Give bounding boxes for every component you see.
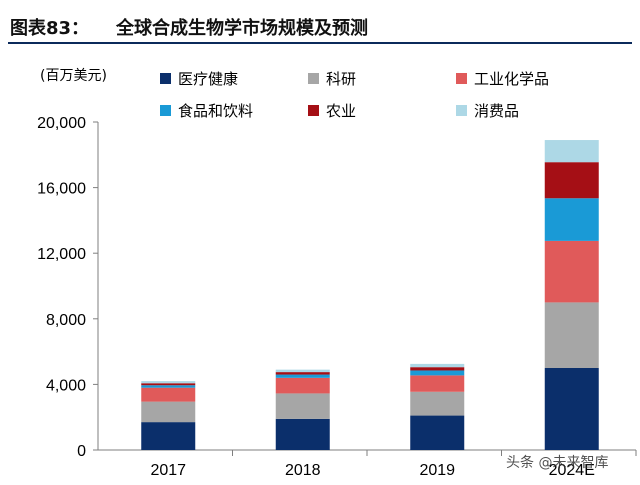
y-tick-label: 16,000: [37, 181, 86, 198]
bar-segment: [141, 385, 196, 388]
bar-segment: [544, 198, 599, 241]
legend-swatch: [160, 105, 171, 116]
legend-swatch: [160, 73, 171, 84]
y-tick-label: 20,000: [37, 115, 86, 132]
y-tick-label: 12,000: [37, 246, 86, 263]
legend-label: 食品和饮料: [178, 102, 253, 120]
bar-segment: [410, 367, 465, 371]
bar-segment: [141, 381, 196, 384]
y-tick-label: 8,000: [46, 312, 86, 329]
x-tick-label: 2019: [419, 462, 455, 479]
y-tick-label: 0: [77, 443, 86, 460]
y-tick-label: 4,000: [46, 377, 86, 394]
figure-header: 图表83： 全球合成生物学市场规模及预测: [8, 4, 632, 44]
legend-label: 科研: [326, 70, 356, 88]
legend-swatch: [308, 73, 319, 84]
legend-swatch: [456, 73, 467, 84]
bar-segment: [544, 302, 599, 368]
bar-segment: [275, 369, 330, 373]
bar-segment: [410, 375, 465, 392]
bar-segment: [275, 393, 330, 419]
bars-group: [141, 140, 599, 450]
bar-segment: [410, 391, 465, 416]
bar-segment: [410, 363, 465, 368]
x-tick-label: 2024E: [549, 462, 595, 479]
bar-segment: [544, 140, 599, 163]
bar-segment: [275, 374, 330, 378]
figure-label: 图表83：: [10, 18, 90, 39]
watermark: 头条 @未来智库: [506, 455, 609, 471]
legend-swatch: [456, 105, 467, 116]
bar-segment: [141, 387, 196, 402]
bar-segment: [141, 401, 196, 423]
legend-label: 农业: [326, 102, 356, 120]
axes-group: 0 4,000 8,000 12,000 16,000 20,000 (百万美元) 2017 2…: [37, 68, 637, 479]
legend-label: 医疗健康: [178, 70, 238, 88]
bar-segment: [141, 422, 196, 450]
bar-segment: [410, 415, 465, 450]
x-tick-label: 2018: [285, 462, 321, 479]
bar-segment: [544, 368, 599, 450]
bar-segment: [275, 372, 330, 375]
bar-segment: [141, 383, 196, 386]
chart-title: 全球合成生物学市场规模及预测: [116, 18, 368, 39]
legend-label: 消费品: [474, 102, 519, 120]
legend-label: 工业化学品: [474, 70, 549, 88]
bar-segment: [410, 370, 465, 376]
bar-segment: [544, 162, 599, 199]
y-unit-label: (百万美元): [40, 68, 107, 84]
bar-segment: [275, 418, 330, 450]
x-tick-label: 2017: [150, 462, 186, 479]
bar-segment: [275, 377, 330, 394]
legend-swatch: [308, 105, 319, 116]
bar-segment: [544, 240, 599, 303]
